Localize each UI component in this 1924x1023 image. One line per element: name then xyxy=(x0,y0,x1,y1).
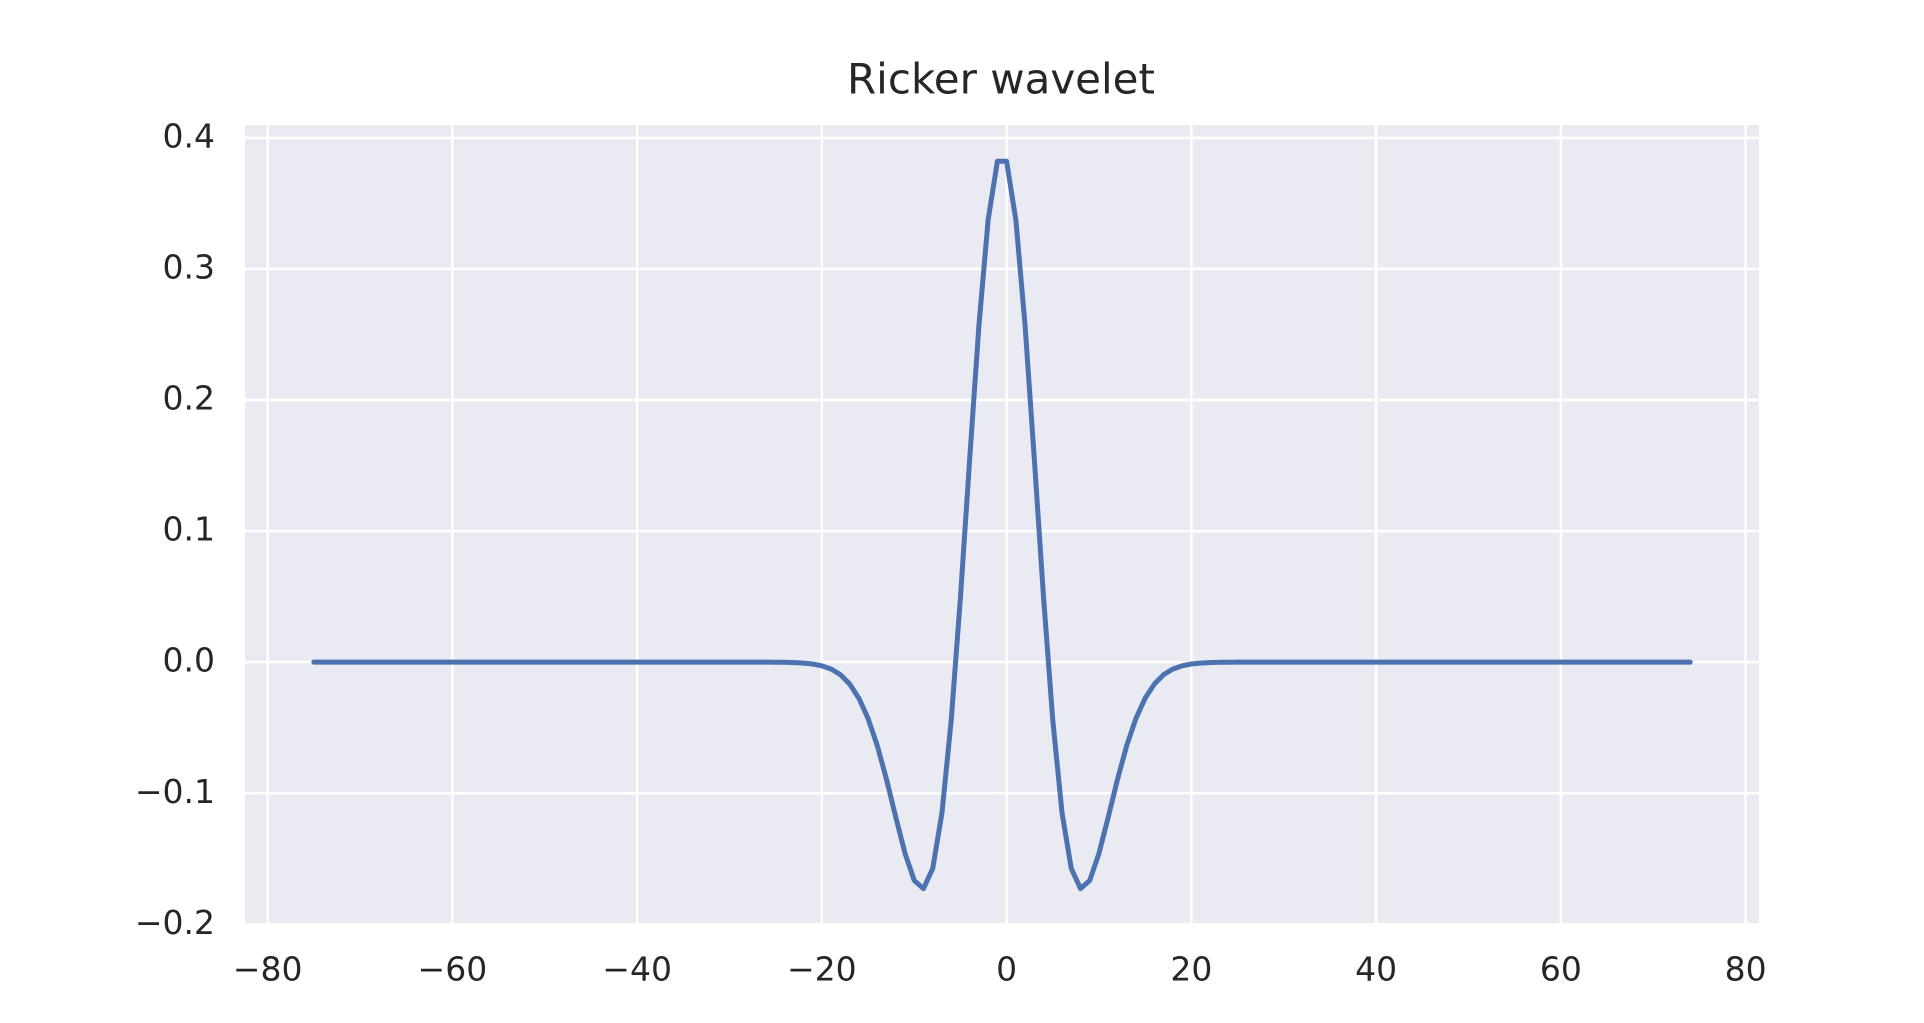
x-tick-label: −80 xyxy=(233,950,303,989)
x-tick-label: −40 xyxy=(602,950,672,989)
chart-title: Ricker wavelet xyxy=(847,55,1155,104)
plot-background xyxy=(245,125,1759,925)
y-tick-label: 0.3 xyxy=(163,247,215,286)
x-tick-label: 0 xyxy=(996,950,1017,989)
y-tick-label: −0.1 xyxy=(135,772,215,811)
x-tick-label: −60 xyxy=(418,950,488,989)
x-tick-label: −20 xyxy=(787,950,857,989)
x-tick-label: 80 xyxy=(1725,950,1767,989)
x-tick-label: 20 xyxy=(1170,950,1212,989)
y-tick-label: 0.2 xyxy=(163,379,215,418)
x-tick-label: 60 xyxy=(1540,950,1582,989)
y-tick-label: −0.2 xyxy=(135,903,215,942)
y-tick-label: 0.0 xyxy=(163,641,215,680)
y-tick-label: 0.4 xyxy=(163,116,215,155)
x-tick-label: 40 xyxy=(1355,950,1397,989)
y-tick-label: 0.1 xyxy=(163,510,215,549)
data-line xyxy=(311,158,1693,892)
